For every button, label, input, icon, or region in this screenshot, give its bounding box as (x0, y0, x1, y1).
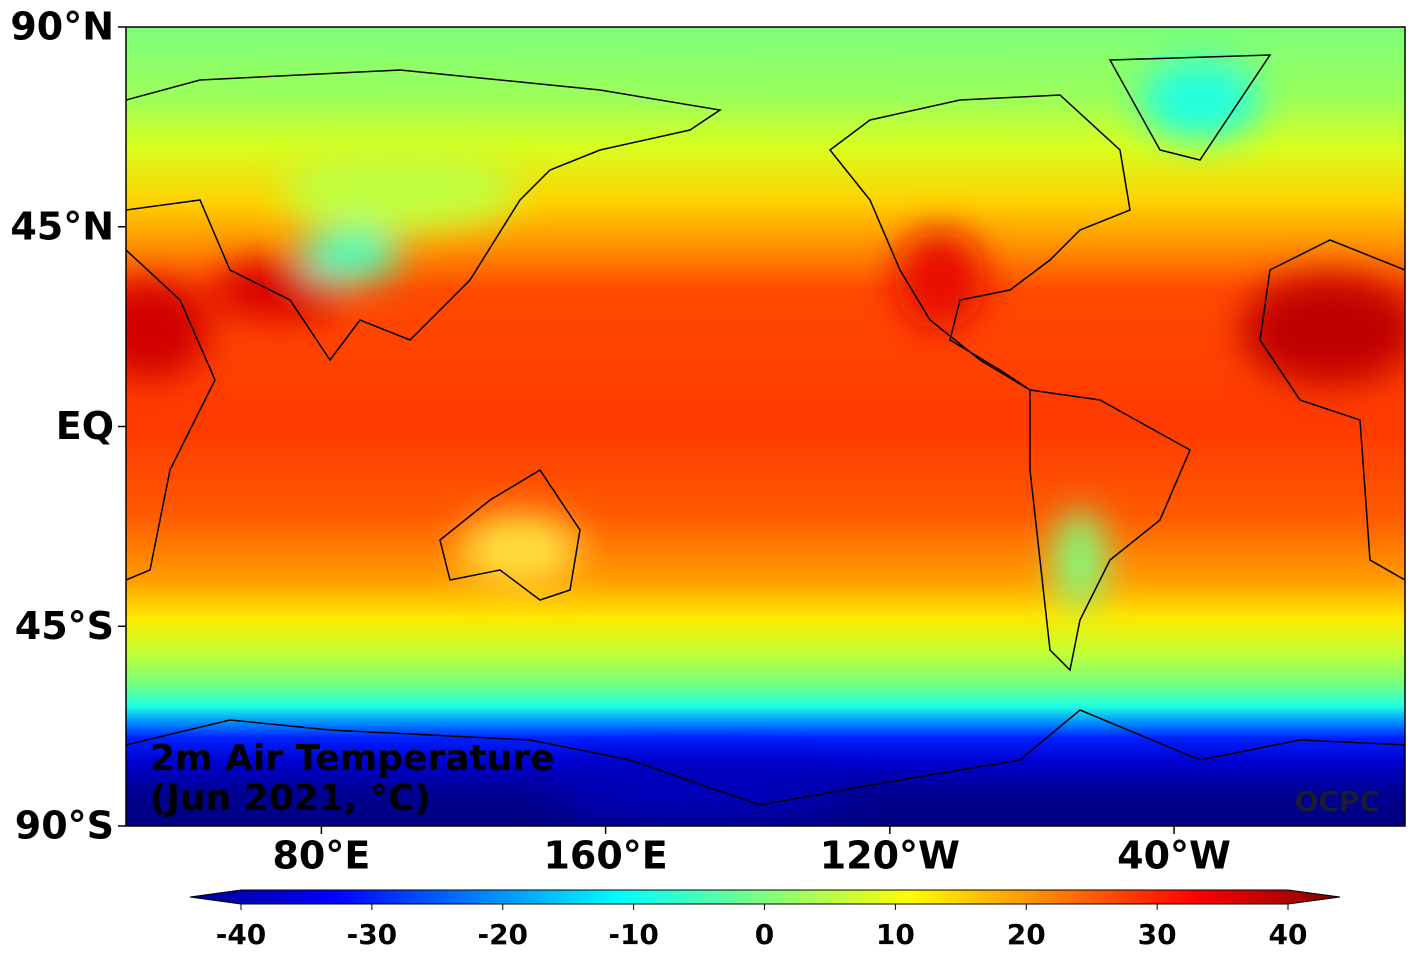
lon-tick-label: 40°W (1117, 834, 1231, 878)
colorbar-tick-label: -40 (216, 918, 267, 951)
lon-tick-label: 80°E (272, 834, 370, 878)
lat-tick-label: 45°N (10, 204, 114, 248)
lat-tick-label: 90°S (15, 804, 114, 848)
lat-tick-label: EQ (56, 404, 114, 448)
colorbar-tick-label: -30 (347, 918, 398, 951)
map-title: (Jun 2021, °C) (150, 778, 431, 819)
lat-tick-label: 45°S (15, 604, 114, 648)
colorbar-tick-label: 10 (876, 918, 915, 951)
colorbar-tick-label: 40 (1269, 918, 1308, 951)
colorbar-tick-label: -10 (608, 918, 659, 951)
credit: OCPC (1295, 785, 1380, 818)
africa-coast-east (1259, 239, 1405, 581)
map-title: 2m Air Temperature (150, 738, 555, 779)
lon-tick-label: 120°W (820, 834, 960, 878)
eurasia-coast (126, 69, 722, 362)
antarctica-coast (126, 709, 1405, 806)
colorbar-tick-label: 30 (1138, 918, 1177, 951)
lon-tick-label: 160°E (543, 834, 667, 878)
colorbar-tick-label: 20 (1007, 918, 1046, 951)
colorbar-tick-label: -20 (477, 918, 528, 951)
coastlines (126, 54, 1405, 806)
map-field (126, 27, 1405, 826)
south-america-coast (1029, 389, 1191, 672)
africa-coast-west (126, 249, 216, 581)
north-america-coast (828, 94, 1131, 391)
colorbar (189, 889, 1341, 905)
temperature-field (126, 27, 1405, 826)
greenland-coast (1108, 54, 1272, 161)
australia-coast (439, 468, 581, 601)
colorbar-tick-label: 0 (755, 918, 774, 951)
lat-tick-label: 90°N (10, 5, 114, 49)
